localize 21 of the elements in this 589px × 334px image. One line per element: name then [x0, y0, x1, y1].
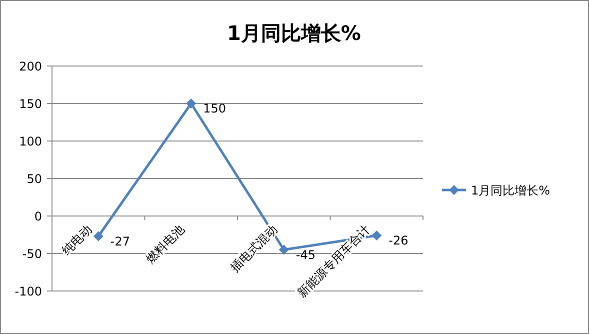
point	[278, 244, 289, 255]
x-tick-label: 插电式混动	[228, 222, 280, 275]
point	[186, 98, 196, 108]
x-tick-label: 燃料电池	[143, 222, 188, 266]
point	[93, 231, 104, 242]
data-label: -26	[388, 234, 408, 248]
y-tick-label: -100	[14, 284, 42, 298]
title: 1月同比增长%	[227, 21, 361, 45]
point	[372, 230, 382, 240]
data-label: -27	[110, 234, 130, 248]
legend: 1月同比增长%	[442, 184, 550, 198]
data-label: 150	[203, 102, 226, 116]
y-tick-label: 50	[26, 172, 42, 186]
y-tick-label: 100	[19, 134, 42, 148]
y-tick-label: -50	[22, 247, 42, 261]
y-tick-label: 150	[19, 97, 42, 111]
x-tick-label: 纯电动	[59, 222, 94, 258]
y-tick-label: 200	[19, 60, 42, 74]
y-tick-label: 0	[34, 210, 42, 224]
legend-label: 1月同比增长%	[471, 184, 550, 198]
data-label: -45	[296, 248, 316, 262]
